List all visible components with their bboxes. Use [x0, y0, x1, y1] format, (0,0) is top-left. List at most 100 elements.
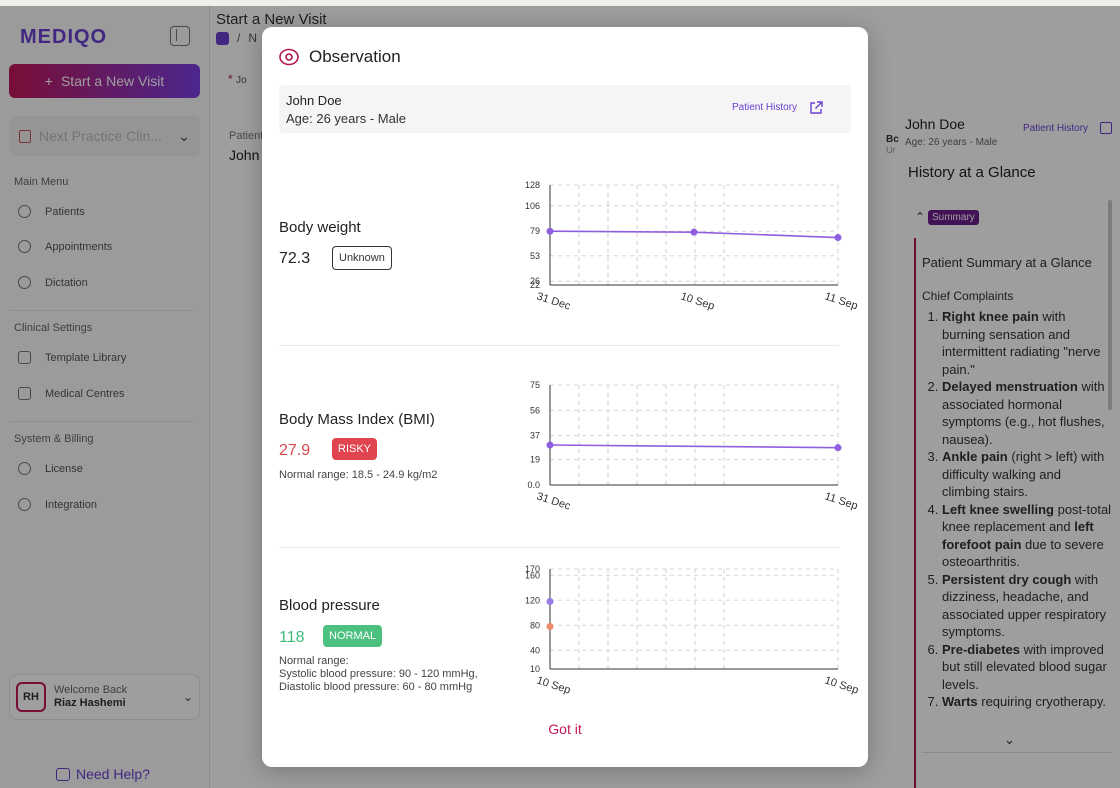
sidebar-item-label: Dictation [45, 276, 88, 289]
y-tick-label: 79 [530, 226, 540, 236]
observation-value: 27.9 [279, 442, 311, 459]
bg-tab-label: Jo [236, 75, 247, 86]
complaint-text: with improved but still elevated blood s… [942, 641, 1107, 692]
external-link-icon[interactable] [809, 101, 823, 115]
rp-patient-age: Age: 26 years - Male [905, 137, 998, 148]
rp-patient-name: John Doe [905, 116, 965, 132]
collapse-sidebar-icon[interactable] [170, 26, 190, 46]
normal-range: Normal range: 18.5 - 24.9 kg/m2 [279, 469, 438, 481]
summary-content: Patient Summary at a Glance Chief Compla… [922, 254, 1112, 711]
page-title: Start a New Visit [216, 11, 327, 28]
bg-patient-label: Patient [229, 130, 264, 142]
user-name: Riaz Hashemi [54, 697, 126, 709]
chief-complaints-heading: Chief Complaints [922, 288, 1014, 303]
observation-modal: Observation John Doe Age: 26 years - Mal… [262, 27, 868, 767]
status-badge: RISKY [332, 438, 378, 460]
sidebar-item-label: Integration [45, 498, 97, 511]
clinic-select-value: Next Practice Clin... [39, 128, 162, 144]
breadcrumb-separator: / [237, 31, 241, 45]
chevron-up-icon[interactable]: ⌃ [915, 210, 926, 224]
bc-label: Bc Ur [886, 134, 899, 155]
summary-tag: Summary [928, 210, 979, 225]
start-new-visit-label: Start a New Visit [60, 73, 165, 89]
complaint-bold: Pre-diabetes [942, 641, 1021, 657]
complaint-text: with burning sensation and intermittent … [942, 309, 1101, 377]
top-strip [0, 0, 1120, 6]
complaint-text: post-total knee replacement and [942, 501, 1112, 535]
badge-icon [18, 462, 31, 475]
data-point [834, 444, 842, 452]
bmi-chart: 75 56 37 19 0.031 Dec 11 Sep [527, 380, 859, 513]
complaint-item: Pre-diabetes with improved but still ele… [942, 641, 1112, 694]
x-tick-label: 10 Sep [823, 674, 860, 695]
data-point [546, 598, 554, 605]
observation-label: Body Mass Index (BMI) [279, 411, 435, 428]
user-menu[interactable]: RH Welcome Back Riaz Hashemi ⌄ [9, 674, 200, 720]
summary-heading: Patient Summary at a Glance [922, 255, 1092, 270]
y-tick-label: 19 [530, 455, 540, 465]
complaint-text: due to severe osteoarthritis. [942, 536, 1104, 570]
patient-age: Age: 26 years - Male [286, 111, 406, 126]
sidebar-item-medical-centres[interactable]: Medical Centres [18, 387, 124, 400]
sidebar: MEDIQO + Start a New Visit Next Practice… [0, 6, 210, 788]
sidebar-item-integration[interactable]: Integration [18, 498, 97, 511]
y-tick-label: 40 [530, 645, 540, 655]
rp-patient-history-link[interactable]: Patient History [1023, 123, 1089, 134]
y-tick-label: 0.0 [527, 480, 540, 490]
data-point [546, 441, 554, 449]
eye-icon [279, 48, 299, 66]
chevron-down-icon: ⌄ [178, 127, 190, 144]
external-link-icon[interactable] [1100, 122, 1112, 134]
status-badge: NORMAL [323, 625, 383, 647]
got-it-button[interactable]: Got it [262, 721, 868, 737]
x-tick-label: 10 Sep [535, 674, 572, 695]
y-tick-label: 160 [525, 570, 540, 580]
complaint-bold: Persistent dry cough [942, 571, 1072, 587]
complaint-bold: Right knee pain [942, 309, 1039, 324]
modal-header: Observation [279, 47, 401, 67]
avatar: RH [16, 682, 46, 712]
y-tick-label: 128 [525, 180, 540, 190]
observation-list[interactable]: Body weight 72.3 Unknown 128 106 79 53 26 22 3… [262, 147, 868, 695]
sidebar-item-label: Appointments [45, 240, 113, 253]
sidebar-item-dictation[interactable]: Dictation [18, 276, 88, 289]
normal-range: Normal range: Systolic blood pressure: 9… [279, 655, 478, 693]
need-help-link[interactable]: Need Help? [56, 766, 150, 782]
integration-icon [18, 498, 31, 511]
sidebar-item-label: Medical Centres [45, 387, 125, 400]
sidebar-item-label: License [45, 462, 83, 475]
complaint-bold: Delayed menstruation [942, 379, 1078, 394]
data-point [546, 227, 554, 235]
sidebar-item-appointments[interactable]: Appointments [18, 240, 112, 253]
users-icon [18, 205, 31, 218]
x-tick-label: 11 Sep [823, 290, 859, 312]
scrollbar[interactable] [1108, 200, 1112, 410]
y-tick-label: 170 [525, 564, 540, 574]
x-tick-label: 31 Dec [535, 290, 572, 312]
chevron-down-icon: ⌄ [182, 690, 193, 704]
sidebar-item-label: Template Library [45, 351, 127, 364]
summary-accent-bar [914, 238, 916, 788]
complaint-bold: Ankle pain [942, 449, 1008, 464]
complaint-text: with associated hormonal symptoms (e.g.,… [942, 379, 1105, 447]
sidebar-item-patients[interactable]: Patients [18, 205, 85, 218]
clinic-select[interactable]: Next Practice Clin... ⌄ [9, 116, 200, 156]
y-tick-label: 22 [530, 280, 540, 290]
nav-divider [10, 421, 194, 422]
data-point [834, 234, 842, 242]
plus-icon: + [44, 73, 53, 89]
building-icon [19, 129, 31, 143]
breadcrumb-item[interactable]: N [248, 31, 258, 45]
modal-title: Observation [309, 47, 401, 66]
x-tick-label: 11 Sep [823, 490, 859, 512]
sidebar-item-template-library[interactable]: Template Library [18, 351, 126, 364]
y-tick-label: 106 [525, 201, 540, 211]
divider [279, 345, 839, 346]
y-tick-label: 75 [530, 380, 540, 390]
sidebar-item-license[interactable]: License [18, 462, 83, 475]
patient-history-link[interactable]: Patient History [732, 102, 798, 113]
start-new-visit-button[interactable]: + Start a New Visit [9, 64, 200, 98]
chevron-down-icon[interactable]: ⌄ [1004, 732, 1015, 747]
data-point [546, 623, 554, 630]
